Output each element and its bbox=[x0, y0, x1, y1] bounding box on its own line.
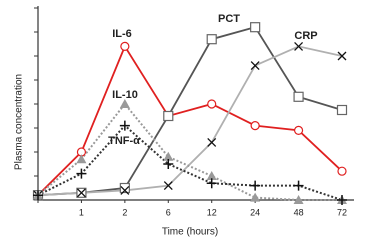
marker-circle bbox=[250, 120, 260, 131]
marker-plus bbox=[250, 180, 261, 191]
marker-plus bbox=[293, 180, 304, 191]
marker bbox=[206, 171, 217, 180]
marker bbox=[206, 178, 217, 189]
marker bbox=[163, 151, 174, 161]
marker-triangle bbox=[163, 151, 174, 161]
series-label: TNF-α bbox=[108, 135, 140, 147]
marker-square bbox=[163, 110, 174, 122]
y-axis-label: Plasma concentration bbox=[14, 74, 25, 170]
marker bbox=[250, 180, 261, 191]
marker bbox=[250, 192, 261, 202]
marker-circle bbox=[207, 99, 217, 109]
series-label: IL-10 bbox=[112, 89, 138, 101]
marker bbox=[337, 166, 347, 176]
marker bbox=[163, 110, 174, 122]
marker bbox=[250, 120, 260, 131]
x-axis-label: Time (hours) bbox=[162, 227, 218, 238]
x-tick-label: 12 bbox=[207, 207, 217, 217]
marker-square bbox=[293, 91, 304, 102]
marker-square bbox=[336, 104, 348, 116]
marker-x bbox=[337, 51, 347, 61]
marker bbox=[207, 99, 217, 109]
marker bbox=[120, 185, 130, 195]
marker bbox=[293, 195, 304, 204]
marker bbox=[119, 99, 130, 108]
marker-circle bbox=[337, 166, 347, 176]
x-tick-label: 1 bbox=[79, 207, 84, 217]
marker bbox=[119, 182, 130, 194]
marker bbox=[33, 190, 43, 201]
marker bbox=[250, 61, 260, 71]
marker-triangle bbox=[119, 99, 130, 108]
series-label: CRP bbox=[294, 30, 317, 42]
marker-plus bbox=[119, 120, 130, 131]
marker bbox=[76, 154, 87, 164]
marker bbox=[294, 41, 304, 51]
series-label: PCT bbox=[218, 13, 240, 25]
marker-x bbox=[76, 188, 86, 198]
marker-x bbox=[120, 185, 130, 195]
marker bbox=[250, 22, 261, 33]
marker bbox=[163, 159, 174, 169]
x-tick-label: 72 bbox=[337, 207, 347, 217]
marker-square bbox=[250, 22, 261, 33]
marker bbox=[293, 180, 304, 191]
marker bbox=[76, 168, 87, 179]
marker bbox=[120, 41, 130, 52]
marker bbox=[293, 91, 304, 102]
x-tick-label: 24 bbox=[250, 207, 260, 217]
x-tick-label: 2 bbox=[122, 207, 127, 217]
x-tick-label: 48 bbox=[294, 207, 304, 217]
marker bbox=[336, 104, 348, 116]
series-line bbox=[37, 44, 343, 196]
marker bbox=[206, 34, 217, 45]
marker-plus bbox=[163, 159, 174, 169]
marker-x bbox=[294, 41, 304, 51]
x-tick-label: 6 bbox=[166, 207, 171, 217]
marker-plus bbox=[206, 178, 217, 189]
marker bbox=[119, 120, 130, 131]
marker bbox=[76, 188, 86, 198]
marker bbox=[163, 181, 173, 191]
marker-plus bbox=[337, 195, 347, 205]
marker bbox=[337, 51, 347, 61]
marker-x bbox=[163, 181, 173, 191]
marker-circle bbox=[293, 125, 304, 135]
marker-circle bbox=[120, 41, 130, 52]
marker-plus bbox=[33, 190, 43, 201]
marker-triangle bbox=[250, 192, 261, 202]
marker-square bbox=[119, 182, 130, 194]
marker bbox=[293, 125, 304, 135]
marker-plus bbox=[76, 168, 87, 179]
marker bbox=[207, 137, 217, 147]
marker-triangle bbox=[76, 154, 87, 164]
series-line bbox=[37, 45, 343, 197]
marker-square bbox=[206, 34, 217, 45]
marker-x bbox=[207, 137, 217, 147]
marker bbox=[337, 195, 347, 205]
marker-x bbox=[250, 61, 260, 71]
marker-triangle bbox=[206, 171, 217, 180]
series-line bbox=[37, 102, 342, 201]
series-label: IL-6 bbox=[112, 28, 132, 40]
marker-triangle bbox=[293, 195, 304, 204]
